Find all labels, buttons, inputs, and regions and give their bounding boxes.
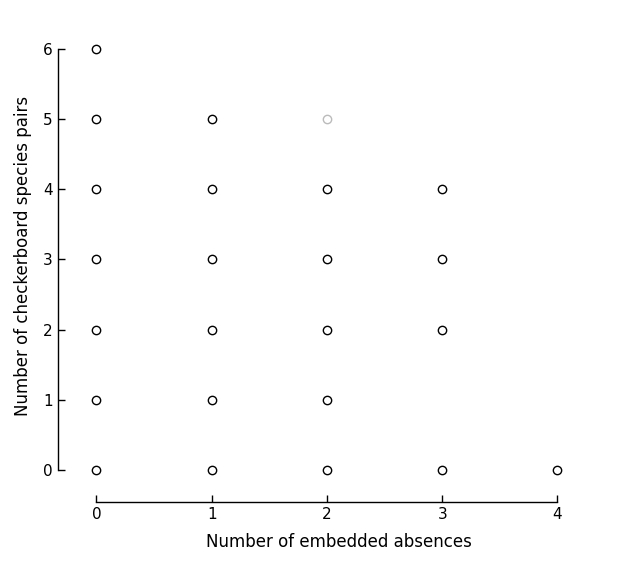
Y-axis label: Number of checkerboard species pairs: Number of checkerboard species pairs [14,96,32,416]
X-axis label: Number of embedded absences: Number of embedded absences [206,533,471,551]
